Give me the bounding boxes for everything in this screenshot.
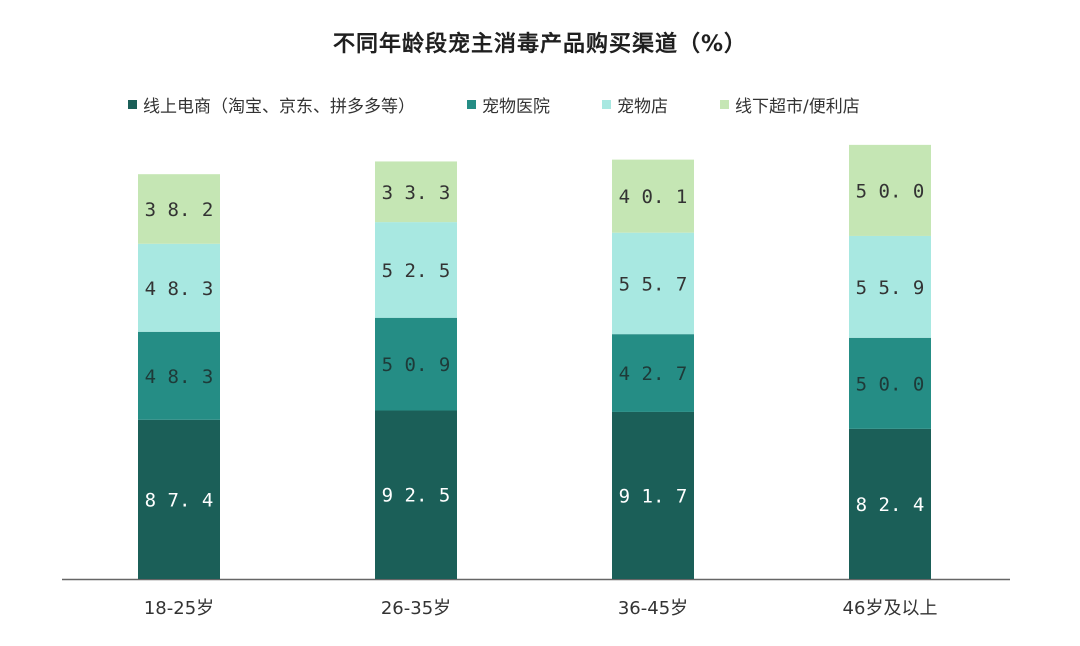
data-label-0-3: 3 8. 2 (145, 199, 214, 221)
bar-segment-3-0 (849, 428, 931, 579)
data-label-3-1: 5 0. 0 (856, 373, 925, 395)
data-label-2-2: 5 5. 7 (619, 273, 688, 295)
legend-item-2: 宠物店 (602, 92, 668, 117)
data-label-1-0: 9 2. 5 (382, 485, 451, 507)
bar-segment-2-1 (612, 334, 694, 412)
bar-segment-1-2 (375, 222, 457, 318)
bar-segment-0-2 (138, 243, 220, 332)
legend-item-0: 线上电商（淘宝、京东、拼多多等） (128, 92, 415, 117)
bar-segment-1-3 (375, 161, 457, 223)
legend-label-0: 线上电商（淘宝、京东、拼多多等） (143, 96, 415, 117)
legend-label-1: 宠物医院 (482, 96, 550, 117)
chart-title: 不同年龄段宠主消毒产品购买渠道（%） (332, 32, 748, 57)
data-label-0-1: 4 8. 3 (145, 366, 214, 388)
x-tick-label-0: 18-25岁 (144, 598, 214, 619)
bar-segment-2-0 (612, 411, 694, 579)
x-tick-label-2: 36-45岁 (618, 598, 688, 619)
bar-segment-1-1 (375, 317, 457, 411)
x-tick-label-3: 46岁及以上 (843, 598, 938, 619)
legend-swatch-2 (602, 99, 611, 109)
bar-segment-3-3 (849, 144, 931, 236)
data-label-2-1: 4 2. 7 (619, 363, 688, 385)
legend-swatch-0 (128, 99, 137, 109)
data-label-0-2: 4 8. 3 (145, 278, 214, 300)
legend-label-2: 宠物店 (617, 96, 668, 117)
legend-swatch-3 (720, 99, 729, 109)
data-label-1-2: 5 2. 5 (382, 260, 451, 282)
data-label-1-1: 5 0. 9 (382, 354, 451, 376)
legend: 线上电商（淘宝、京东、拼多多等） 宠物医院 宠物店 线下超市/便利店 (128, 90, 912, 118)
data-label-3-0: 8 2. 4 (856, 494, 925, 516)
legend-item-1: 宠物医院 (467, 92, 550, 117)
data-label-2-3: 4 0. 1 (619, 186, 688, 208)
data-label-3-3: 5 0. 0 (856, 180, 925, 202)
bar-segment-2-3 (612, 159, 694, 233)
legend-label-3: 线下超市/便利店 (735, 96, 860, 117)
bar-segment-2-2 (612, 232, 694, 335)
legend-swatch-1 (467, 99, 476, 109)
x-tick-label-1: 26-35岁 (381, 598, 451, 619)
data-label-2-0: 9 1. 7 (619, 485, 688, 507)
legend-item-3: 线下超市/便利店 (720, 92, 860, 117)
bar-segment-0-3 (138, 174, 220, 244)
bar-segment-1-0 (375, 410, 457, 579)
data-label-0-0: 8 7. 4 (145, 489, 214, 511)
data-label-3-2: 5 5. 9 (856, 277, 925, 299)
bar-segment-0-1 (138, 331, 220, 420)
bar-segment-0-0 (138, 419, 220, 579)
data-label-1-3: 3 3. 3 (382, 182, 451, 204)
bar-segment-3-1 (849, 337, 931, 429)
bar-segment-3-2 (849, 235, 931, 338)
